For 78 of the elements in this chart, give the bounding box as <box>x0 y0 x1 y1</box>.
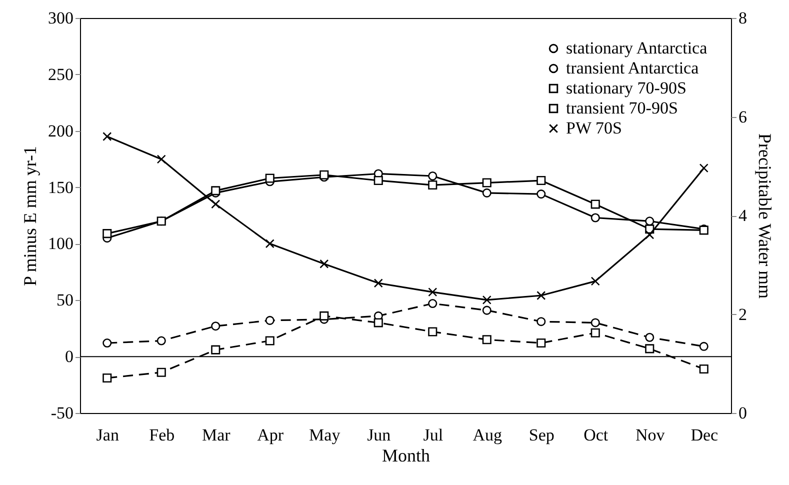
y-tick-label: 250 <box>48 64 74 84</box>
legend-label: stationary Antarctica <box>566 38 708 58</box>
point <box>320 259 329 268</box>
legend-label: transient 70-90S <box>566 98 678 118</box>
y2-tick-label: 0 <box>738 404 747 422</box>
point <box>536 338 546 348</box>
legend-label: PW 70S <box>566 118 622 138</box>
point <box>482 335 492 344</box>
point <box>428 327 438 336</box>
legend-label: stationary 70-90S <box>566 78 686 98</box>
y-tick-label: 200 <box>48 121 74 140</box>
y-tick-label: 0 <box>65 347 74 366</box>
point <box>482 306 492 315</box>
point <box>211 200 220 209</box>
point <box>320 170 329 180</box>
point <box>428 288 438 297</box>
y2-tick-label: 8 <box>738 8 747 28</box>
point <box>102 338 112 348</box>
y2-tick-label: 6 <box>738 107 747 126</box>
point <box>590 328 600 338</box>
y-tick-label: -50 <box>50 404 74 422</box>
y-tick-label: 300 <box>48 8 74 28</box>
point <box>590 213 600 222</box>
point <box>265 336 274 346</box>
y-axis-title: P minus E mm yr-1 <box>20 146 40 286</box>
point <box>428 171 438 181</box>
point <box>482 295 492 304</box>
point <box>374 278 383 288</box>
point <box>482 188 492 198</box>
point <box>536 317 546 326</box>
point <box>536 176 546 186</box>
point <box>374 176 383 186</box>
point <box>102 132 112 142</box>
point <box>590 318 600 328</box>
y2-tick-label: 4 <box>738 206 748 225</box>
point <box>699 364 708 374</box>
point <box>265 316 274 325</box>
point <box>374 318 383 328</box>
y-tick-label: 50 <box>56 290 74 310</box>
y-tick-label: 100 <box>48 234 74 254</box>
point <box>156 336 166 346</box>
point <box>265 174 274 183</box>
x-tick-label: Sep <box>528 426 554 444</box>
point <box>211 322 220 331</box>
legend-label: transient Antarctica <box>566 58 700 78</box>
x-tick-label: Dec <box>690 426 719 444</box>
x-tick-label: Jan <box>96 426 120 444</box>
point <box>590 276 600 286</box>
point <box>482 178 492 188</box>
point <box>536 190 546 199</box>
point <box>102 229 112 238</box>
point <box>320 311 329 320</box>
x-tick-label: Apr <box>257 426 284 444</box>
x-axis-title: Month <box>382 446 430 466</box>
point <box>211 345 220 354</box>
x-tick-label: Jun <box>367 426 392 444</box>
x-tick-label: Nov <box>635 426 666 444</box>
point <box>645 332 654 342</box>
point <box>428 299 438 308</box>
y2-tick-label: 2 <box>738 304 747 324</box>
point <box>265 239 274 248</box>
point <box>428 180 438 190</box>
point <box>156 368 166 377</box>
x-tick-label: Oct <box>584 426 608 444</box>
point <box>536 290 546 300</box>
point <box>699 164 708 173</box>
point <box>699 342 708 351</box>
point <box>590 200 600 209</box>
point <box>102 373 112 383</box>
x-tick-label: May <box>309 426 341 444</box>
point <box>645 344 654 354</box>
y-tick-label: 150 <box>48 178 74 197</box>
y2-axis-title: Precipitable Water mm <box>755 133 775 299</box>
x-tick-label: Aug <box>472 426 503 444</box>
point <box>156 154 166 164</box>
x-tick-label: Feb <box>149 426 175 444</box>
x-tick-label: Mar <box>202 426 231 444</box>
x-tick-label: Jul <box>423 426 444 444</box>
